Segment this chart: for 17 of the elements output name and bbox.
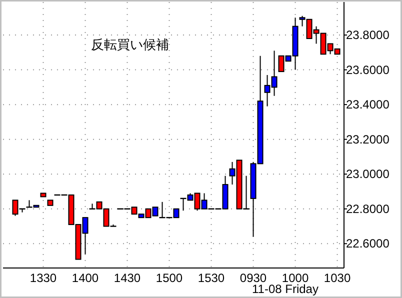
y-tick-label: 23.8000 [346,28,390,42]
annotation: 反転買い候補 [91,38,169,53]
y-tick-label: 23.0000 [346,167,390,182]
y-tick-label: 23.4000 [346,98,390,112]
y-tick-label: 22.8000 [346,202,390,216]
x-tick-label: 0930 [240,271,267,285]
x-tick-label: 1400 [72,271,99,285]
x-tick-label: 1430 [114,271,141,285]
x-tick-label: 1330 [30,271,57,285]
y-tick-label: 23.6000 [346,62,390,77]
x-tick-label: 1030 [324,271,351,285]
x-tick-label: 1500 [156,271,183,285]
x-tick-label: 1530 [198,271,225,285]
annotation: 11-08 Friday [252,282,318,296]
y-tick-label: 23.2000 [346,132,390,146]
y-tick-label: 22.6000 [346,236,390,251]
x-tick-label: 1000 [282,271,309,285]
